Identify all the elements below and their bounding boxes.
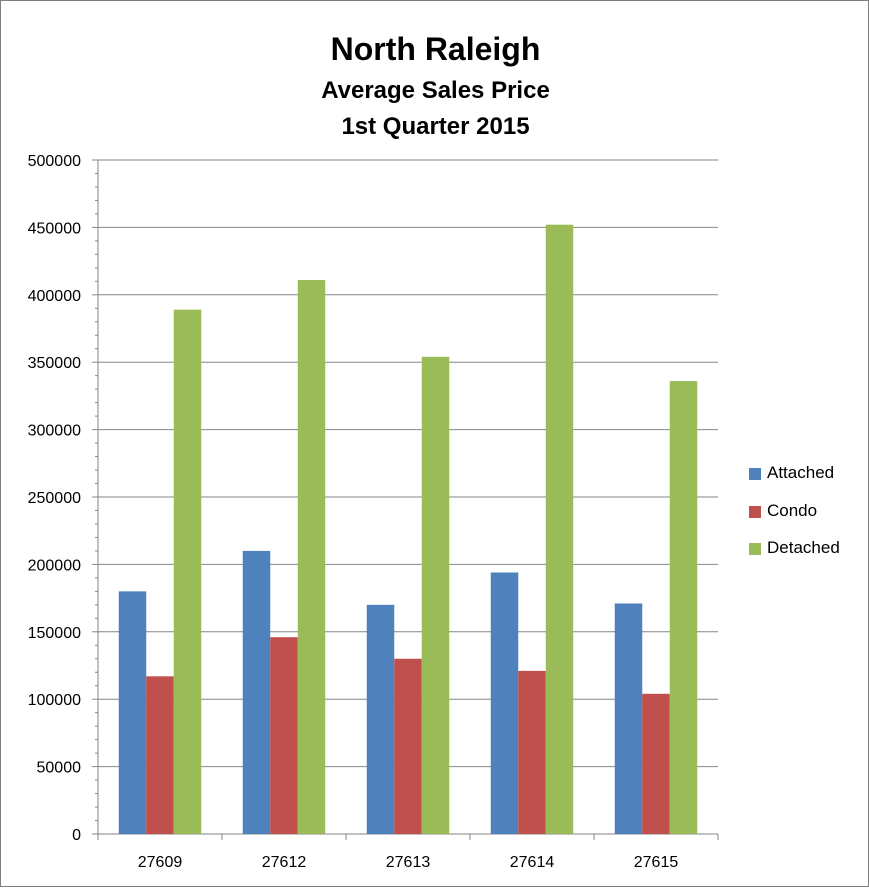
x-tick-label: 27609 — [138, 854, 183, 871]
bar-attached-27613 — [366, 604, 395, 834]
y-tick-label: 100000 — [28, 692, 81, 709]
legend-swatch-condo — [749, 505, 761, 518]
bar-detached-27614 — [545, 224, 574, 835]
bar-attached-27609 — [118, 591, 147, 834]
bar-detached-27613 — [421, 356, 450, 834]
x-tick-label: 27613 — [386, 854, 431, 871]
legend-label-attached: Attached — [767, 463, 835, 482]
bar-detached-27609 — [173, 309, 202, 834]
legend-swatch-attached — [749, 468, 761, 480]
bar-detached-27615 — [669, 381, 698, 834]
bar-attached-27612 — [242, 550, 271, 834]
bar-condo-27614 — [518, 670, 546, 834]
bar-attached-27615 — [614, 603, 643, 834]
bars — [118, 224, 698, 835]
bar-detached-27612 — [297, 279, 326, 834]
y-tick-label: 250000 — [28, 490, 81, 507]
chart-subtitle-line-1: Average Sales Price — [321, 77, 550, 104]
gridlines — [98, 159, 718, 768]
chart-subtitle-line-2: 1st Quarter 2015 — [341, 113, 530, 140]
bar-condo-27615 — [642, 693, 670, 834]
y-tick-label: 0 — [72, 827, 81, 844]
y-axis-tick-labels: 0 50000 100000 150000 200000 250000 300000 3500… — [28, 153, 81, 844]
legend-label-detached: Detached — [767, 538, 840, 557]
y-tick-label: 150000 — [28, 625, 81, 642]
x-tick-label: 27612 — [262, 854, 307, 871]
chart-title: North Raleigh — [330, 31, 541, 67]
y-tick-label: 200000 — [28, 557, 81, 574]
y-tick-label: 500000 — [28, 153, 81, 170]
bar-condo-27613 — [394, 658, 422, 834]
bar-condo-27612 — [270, 637, 298, 834]
x-axis-tick-labels: 27609 27612 27613 27614 27615 — [138, 854, 679, 871]
y-tick-label: 50000 — [37, 760, 82, 777]
y-tick-label: 350000 — [28, 355, 81, 372]
legend-label-condo: Condo — [767, 500, 818, 520]
y-tick-label: 300000 — [28, 423, 81, 440]
y-tick-label: 400000 — [28, 288, 81, 305]
bar-condo-27609 — [146, 676, 174, 834]
y-tick-label: 450000 — [28, 220, 81, 237]
bar-attached-27614 — [490, 572, 519, 834]
x-tick-label: 27614 — [510, 854, 555, 871]
x-tick-label: 27615 — [634, 854, 679, 871]
legend-swatch-detached — [749, 543, 761, 555]
